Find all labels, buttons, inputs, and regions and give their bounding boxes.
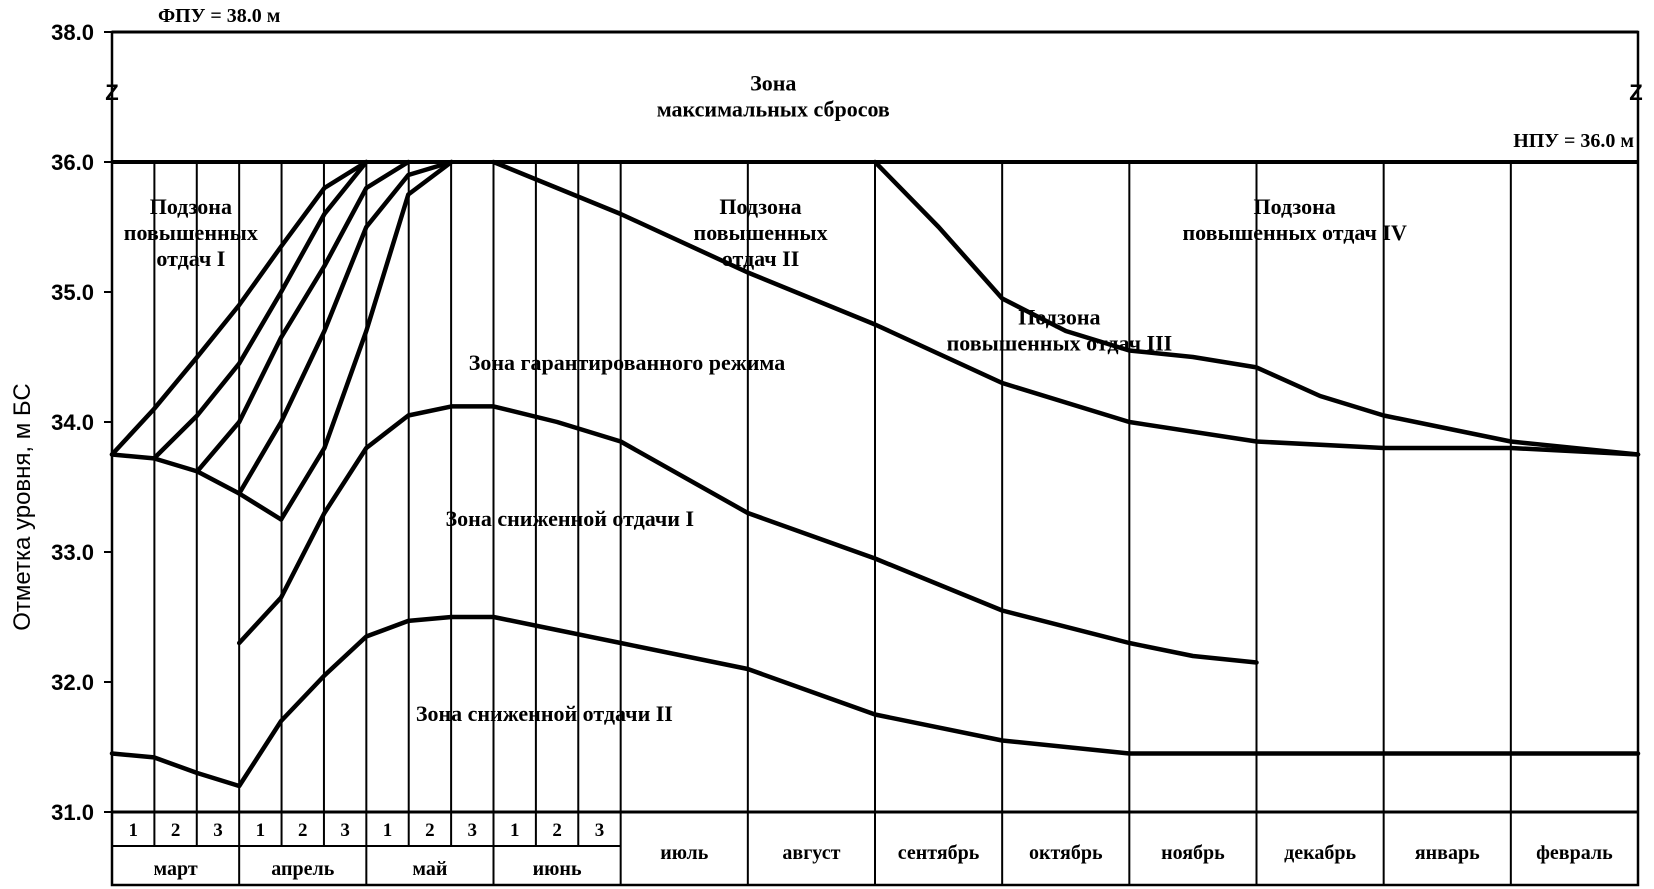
month-label: ноябрь: [1161, 842, 1225, 864]
curve-increased-III-IV-boundary: [872, 159, 1641, 457]
curve-reduced-I-boundary: [236, 404, 1259, 665]
decade-label: 3: [340, 820, 350, 841]
decade-label: 2: [171, 820, 181, 841]
y-tick-label: 38.0: [51, 20, 94, 45]
y-tick-label: 36.0: [51, 150, 94, 175]
month-label: июль: [660, 842, 709, 864]
zone-label: повышенных отдач III: [947, 331, 1173, 356]
zone-label: Зона сниженной отдачи II: [416, 701, 673, 726]
curve-upper-dispatch-1: [109, 159, 369, 457]
zone-label: отдач I: [156, 246, 225, 271]
curve-guaranteed-upper: [109, 452, 284, 522]
axis-break-right: Z: [1629, 80, 1642, 105]
month-label: апрель: [271, 858, 334, 880]
y-tick-label: 31.0: [51, 800, 94, 825]
zone-label: повышенных отдач IV: [1182, 220, 1406, 245]
zone-label: Подзона: [1018, 305, 1100, 330]
curve-guaranteed-summer: [491, 159, 1641, 457]
decade-label: 2: [552, 820, 562, 841]
fpu-label: ФПУ = 38.0 м: [158, 5, 280, 27]
zone-label: повышенных: [694, 220, 828, 245]
month-label: март: [153, 858, 197, 880]
npu-label: НПУ = 36.0 м: [1513, 130, 1634, 152]
y-axis-title: Отметка уровня, м БС: [9, 383, 36, 631]
month-label: июнь: [533, 858, 582, 880]
curve-upper-dispatch-3: [194, 159, 411, 474]
decade-label: 2: [425, 820, 435, 841]
month-label: декабрь: [1284, 842, 1356, 864]
month-label: май: [412, 858, 447, 880]
month-label: сентябрь: [898, 842, 980, 864]
zone-label: Зона гарантированного режима: [469, 350, 786, 375]
month-label: август: [782, 842, 840, 864]
axis-break-left: Z: [105, 80, 118, 105]
decade-label: 1: [256, 820, 266, 841]
curve-upper-dispatch-5: [278, 159, 454, 522]
decade-label: 2: [298, 820, 308, 841]
y-tick-label: 34.0: [51, 410, 94, 435]
zone-label: Подзона: [1254, 194, 1336, 219]
decade-label: 1: [128, 820, 138, 841]
zone-label: Подзона: [719, 194, 801, 219]
zone-label: отдач II: [722, 246, 800, 271]
curve-upper-dispatch-4: [236, 159, 454, 496]
month-label: февраль: [1536, 842, 1613, 864]
curve-reduced-II-boundary: [109, 614, 1641, 789]
decade-label: 3: [595, 820, 605, 841]
zone-label: Подзона: [150, 194, 232, 219]
zone-label: Зона сниженной отдачи I: [446, 506, 694, 531]
decade-label: 1: [383, 820, 393, 841]
y-tick-label: 35.0: [51, 280, 94, 305]
month-label: октябрь: [1029, 842, 1103, 864]
zone-label: максимальных сбросов: [657, 97, 890, 122]
y-tick-label: 33.0: [51, 540, 94, 565]
decade-label: 3: [468, 820, 478, 841]
zone-label: Зона: [750, 71, 796, 96]
y-tick-label: 32.0: [51, 670, 94, 695]
zone-label: повышенных: [124, 220, 258, 245]
month-label: январь: [1415, 842, 1480, 864]
decade-label: 3: [213, 820, 223, 841]
decade-label: 1: [510, 820, 520, 841]
curve-upper-dispatch-2: [151, 159, 369, 461]
